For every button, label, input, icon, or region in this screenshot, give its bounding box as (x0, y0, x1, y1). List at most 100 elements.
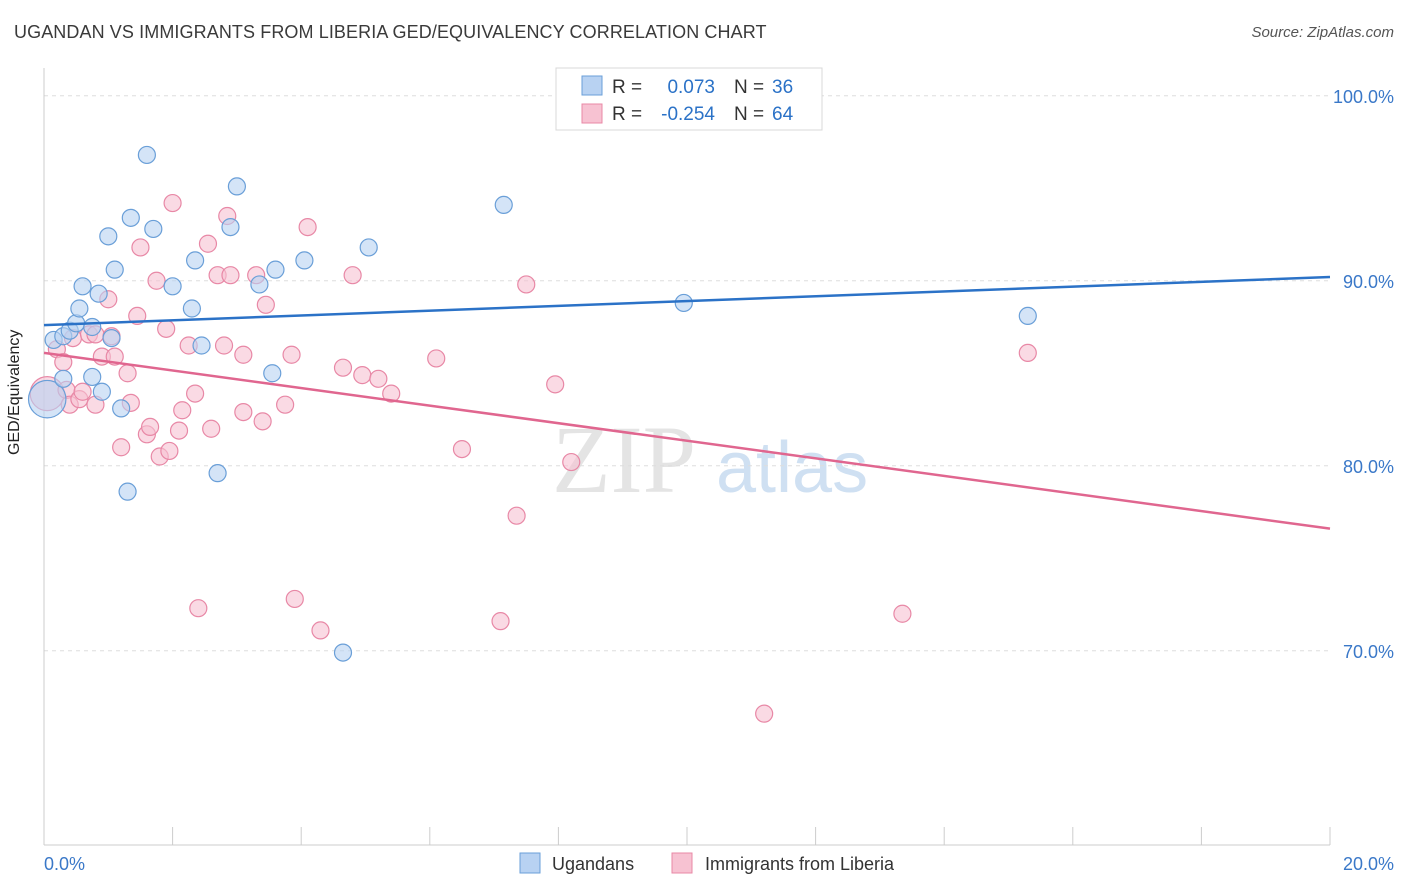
legend-n-value-liberia: 64 (772, 104, 794, 125)
point-liberia (169, 421, 189, 440)
legend-swatch-liberia (581, 103, 603, 124)
legend-r-label-liberia: R = (612, 104, 642, 125)
bottom-legend-label-liberia: Immigrants from Liberia (705, 854, 895, 874)
point-liberia (369, 369, 388, 388)
point-liberia (298, 218, 317, 237)
point-liberia (491, 612, 510, 631)
point-ugandans (54, 369, 73, 388)
point-ugandans (1018, 306, 1037, 325)
point-ugandans (494, 195, 513, 214)
point-ugandans (102, 329, 121, 348)
point-ugandans (208, 464, 227, 483)
point-liberia (214, 336, 234, 355)
point-ugandans (70, 299, 89, 318)
point-ugandans (359, 238, 378, 257)
point-liberia (128, 306, 147, 325)
point-liberia (157, 319, 176, 338)
point-liberia (256, 295, 275, 314)
point-liberia (562, 452, 581, 472)
bottom-legend: Ugandans Immigrants from Liberia (519, 852, 895, 874)
point-ugandans (83, 317, 102, 337)
y-tick-label-100: 100.0% (1333, 87, 1394, 107)
point-liberia (253, 412, 272, 431)
point-ugandans (73, 277, 92, 296)
legend-n-label-ugandans: N = (734, 77, 764, 98)
top-legend: R = 0.073 N = 36 R = -0.254 N = 64 (555, 67, 823, 131)
point-ugandans (112, 399, 131, 418)
point-ugandans (263, 364, 282, 383)
point-ugandans (295, 251, 314, 270)
point-liberia (285, 589, 304, 609)
legend-r-label-ugandans: R = (612, 77, 642, 98)
point-ugandans (83, 367, 102, 387)
point-liberia (282, 345, 301, 364)
point-liberia (353, 366, 372, 385)
source-label: Source: ZipAtlas.com (1251, 24, 1394, 41)
legend-r-value-liberia: -0.254 (661, 104, 715, 125)
point-ugandans (118, 482, 137, 501)
point-liberia (755, 704, 774, 723)
trend-line-liberia (43, 351, 1331, 530)
point-liberia (234, 403, 253, 422)
point-liberia (507, 506, 526, 525)
point-liberia (147, 271, 166, 290)
legend-n-value-ugandans: 36 (772, 77, 793, 98)
point-ugandans (92, 382, 111, 401)
point-liberia (276, 395, 295, 414)
point-liberia (452, 440, 472, 459)
point-ugandans (266, 260, 285, 279)
point-ugandans (144, 219, 163, 239)
point-liberia (131, 238, 150, 257)
point-ugandans (333, 643, 353, 662)
point-ugandans (182, 299, 201, 318)
point-liberia (517, 275, 536, 294)
point-liberia (163, 193, 182, 213)
point-ugandans (89, 284, 108, 303)
legend-r-value-ugandans: 0.073 (667, 77, 715, 98)
x-tick-label-max: 20.0% (1343, 854, 1394, 874)
y-tick-label-90: 90.0% (1343, 272, 1394, 292)
y-tick-label-80: 80.0% (1343, 457, 1394, 477)
point-liberia (546, 375, 565, 394)
y-tick-label-70: 70.0% (1343, 642, 1394, 662)
point-ugandans (192, 336, 211, 355)
bottom-legend-label-ugandans: Ugandans (552, 854, 634, 874)
point-ugandans (137, 145, 156, 165)
point-ugandans (227, 177, 246, 196)
legend-swatch-ugandans (581, 75, 603, 96)
trend-line-ugandans (43, 275, 1331, 327)
bottom-legend-swatch-liberia (671, 852, 693, 874)
point-ugandans (163, 277, 182, 296)
y-tick-labels: 70.0% 80.0% 90.0% 100.0% (1333, 87, 1394, 662)
chart-title: UGANDAN VS IMMIGRANTS FROM LIBERIA GED/E… (14, 22, 767, 42)
point-liberia (343, 266, 362, 285)
point-ugandans (99, 227, 118, 246)
liberia-points (29, 86, 1037, 723)
x-ticks (43, 827, 1331, 845)
point-ugandans (674, 293, 693, 313)
point-ugandans (105, 260, 124, 279)
point-liberia (186, 384, 205, 403)
point-liberia (333, 358, 353, 377)
point-liberia (893, 604, 912, 623)
legend-n-label-liberia: N = (734, 104, 764, 125)
point-ugandans (186, 251, 205, 270)
point-ugandans (27, 379, 67, 419)
point-ugandans (250, 275, 269, 294)
point-liberia (311, 621, 330, 640)
point-liberia (198, 234, 218, 253)
point-liberia (234, 345, 253, 364)
point-liberia (173, 401, 192, 420)
point-liberia (221, 266, 240, 285)
point-liberia (1018, 343, 1037, 362)
point-liberia (202, 419, 221, 438)
bottom-legend-swatch-ugandans (519, 852, 541, 874)
point-ugandans (221, 218, 240, 237)
point-liberia (73, 382, 92, 401)
point-liberia (112, 438, 131, 457)
trend-lines (43, 275, 1331, 530)
x-tick-label-min: 0.0% (44, 854, 85, 874)
point-liberia (189, 599, 208, 618)
point-ugandans (121, 208, 140, 227)
